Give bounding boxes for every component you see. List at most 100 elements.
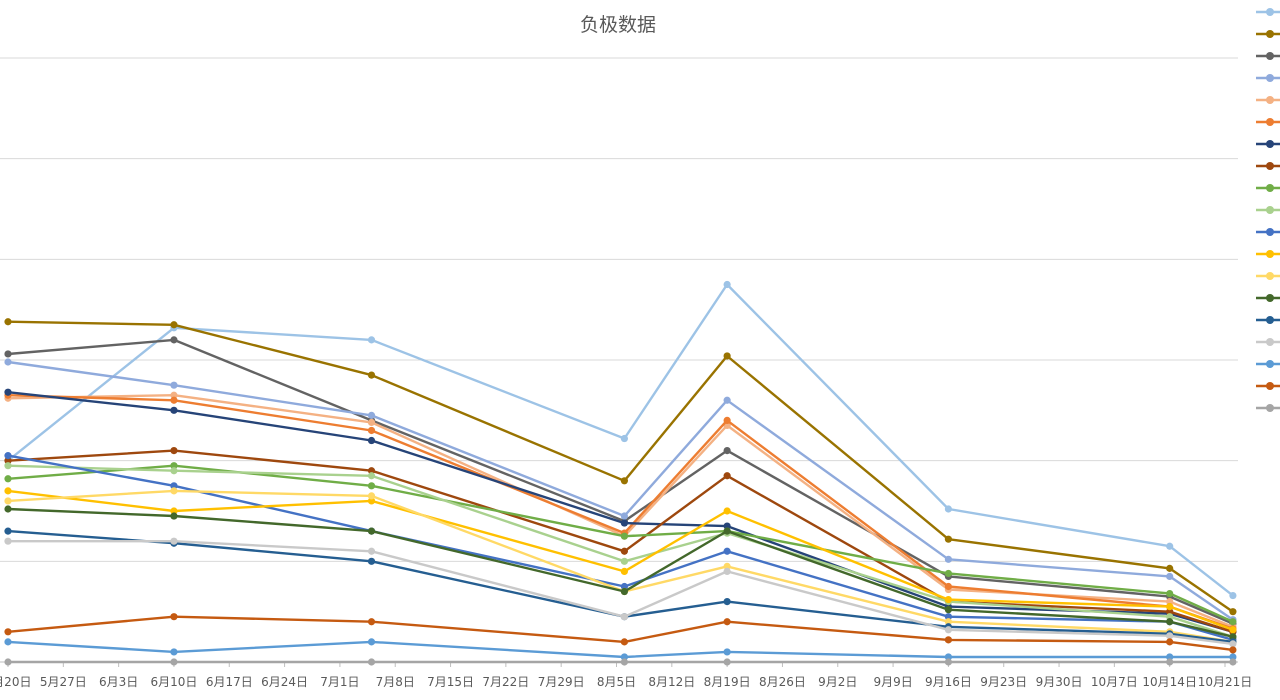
series-path <box>7 394 1234 630</box>
series-path <box>7 640 1233 659</box>
data-point <box>170 381 178 389</box>
series-line <box>4 638 1237 661</box>
data-point <box>4 638 12 646</box>
data-point <box>1166 572 1174 581</box>
data-point <box>4 527 12 535</box>
data-point <box>944 569 953 578</box>
data-point <box>620 658 629 666</box>
data-point <box>367 492 376 500</box>
legend-marker <box>1266 30 1274 38</box>
x-tick-label: 9月30日 <box>1036 675 1083 689</box>
data-point <box>1166 618 1174 626</box>
data-point <box>4 318 12 326</box>
legend-marker <box>1266 338 1274 346</box>
data-point <box>4 505 12 513</box>
data-point <box>170 447 178 455</box>
data-point <box>723 352 731 360</box>
data-point <box>944 626 953 634</box>
data-point <box>620 512 629 520</box>
data-point <box>620 653 629 661</box>
data-point <box>367 467 376 475</box>
series-path <box>7 464 1234 623</box>
x-tick-label: 8月19日 <box>704 675 751 689</box>
data-point <box>170 648 178 656</box>
data-point <box>944 636 953 644</box>
data-point <box>620 557 629 565</box>
data-point <box>723 618 731 626</box>
legend-marker <box>1266 162 1274 170</box>
series-line <box>4 613 1237 654</box>
x-tick-label: 5月20日 <box>0 675 31 689</box>
data-point <box>723 527 731 535</box>
data-point <box>170 336 178 344</box>
data-point <box>723 472 731 480</box>
data-point <box>4 350 12 358</box>
data-point <box>1229 608 1237 616</box>
series-line <box>4 505 1237 641</box>
legend-marker <box>1266 74 1274 82</box>
data-point <box>723 567 731 576</box>
series-path <box>7 529 1234 644</box>
data-point <box>170 396 178 404</box>
legend-marker <box>1266 206 1274 214</box>
x-tick-label: 7月1日 <box>320 675 359 689</box>
data-point <box>367 497 376 505</box>
data-point <box>723 522 731 530</box>
data-point <box>4 537 12 545</box>
data-point <box>4 658 12 666</box>
x-tick-label: 8月12日 <box>648 675 695 689</box>
data-point <box>367 418 376 427</box>
legend-marker <box>1266 250 1274 258</box>
x-axis: 5月20日 5月27日 6月3日 6月10日 6月17日 6月24日 7月1日 7月8日 7月1… <box>0 662 1252 689</box>
data-point <box>620 567 629 576</box>
legend <box>1256 8 1280 412</box>
data-point <box>1166 613 1174 621</box>
x-tick-label: 10月7日 <box>1091 675 1138 689</box>
x-tick-label: 7月15日 <box>427 675 474 689</box>
series-path <box>7 449 1234 633</box>
series-path <box>7 360 1234 621</box>
legend-marker <box>1266 382 1274 390</box>
data-point <box>367 638 376 646</box>
data-point <box>1166 589 1174 598</box>
x-tick-label: 8月26日 <box>759 675 806 689</box>
data-point <box>367 411 376 419</box>
series-path <box>7 320 1234 613</box>
legend-marker <box>1266 360 1274 368</box>
series-line <box>4 388 1237 636</box>
x-tick-label: 6月10日 <box>151 675 198 689</box>
data-point <box>723 598 731 606</box>
legend-marker <box>1266 316 1274 324</box>
data-point <box>944 653 953 661</box>
data-point <box>1229 591 1237 600</box>
data-point <box>1166 632 1174 640</box>
x-tick-label: 6月3日 <box>99 675 138 689</box>
data-point <box>170 487 178 495</box>
series-path <box>7 394 1234 628</box>
data-point <box>1166 542 1174 550</box>
data-point <box>1166 638 1174 646</box>
x-tick-label: 5月27日 <box>40 675 87 689</box>
data-point <box>620 582 629 591</box>
data-point <box>723 507 731 515</box>
series-layer <box>4 280 1237 666</box>
x-tick-label: 9月2日 <box>818 675 857 689</box>
legend-marker <box>1266 118 1274 126</box>
data-point <box>367 482 376 490</box>
data-point <box>170 658 178 666</box>
legend-marker <box>1266 140 1274 148</box>
legend-marker <box>1266 228 1274 236</box>
data-point <box>1229 633 1237 641</box>
series-line <box>4 447 1237 636</box>
data-point <box>944 658 953 666</box>
data-point <box>620 587 629 596</box>
data-point <box>620 519 629 527</box>
data-point <box>1166 608 1174 616</box>
data-point <box>1166 598 1174 606</box>
data-point <box>944 613 953 621</box>
x-tick-label: 8月5日 <box>597 675 636 689</box>
data-point <box>723 562 731 570</box>
data-point <box>620 477 629 485</box>
data-point <box>1166 658 1174 666</box>
